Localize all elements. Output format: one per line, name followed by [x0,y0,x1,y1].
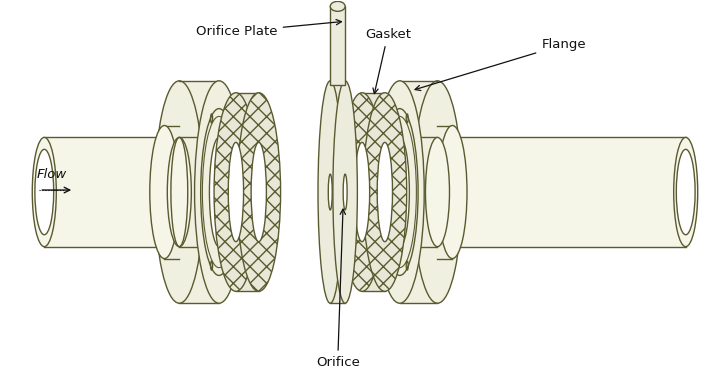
Ellipse shape [214,93,258,291]
Ellipse shape [32,138,56,247]
Bar [362,93,385,291]
Bar [44,138,179,247]
Bar [400,81,438,303]
Bar [438,138,686,247]
Ellipse shape [392,114,393,123]
Ellipse shape [355,142,370,242]
Ellipse shape [318,81,342,303]
Ellipse shape [425,138,449,247]
Ellipse shape [363,93,407,291]
Ellipse shape [673,138,697,247]
Ellipse shape [194,81,243,303]
Ellipse shape [155,81,204,303]
Bar [331,81,345,303]
Ellipse shape [229,142,244,242]
Bar [165,125,179,259]
Bar [179,81,219,303]
Ellipse shape [328,174,332,210]
Text: Gasket: Gasket [365,28,411,94]
Ellipse shape [392,261,393,270]
Ellipse shape [35,149,54,235]
Ellipse shape [167,138,191,247]
Ellipse shape [237,93,280,291]
Ellipse shape [210,261,213,270]
Ellipse shape [226,114,227,123]
Ellipse shape [340,93,384,291]
Ellipse shape [251,142,266,242]
Ellipse shape [331,2,345,11]
Text: Orifice: Orifice [316,209,360,369]
Text: Orifice Plate: Orifice Plate [197,20,341,38]
Text: Flow: Flow [36,168,66,181]
Bar [438,125,452,259]
Ellipse shape [676,149,695,235]
Ellipse shape [333,81,357,303]
Ellipse shape [210,138,229,247]
Ellipse shape [150,125,179,259]
Ellipse shape [210,114,213,123]
Ellipse shape [390,138,409,247]
Ellipse shape [438,125,467,259]
Text: Flange: Flange [415,38,586,91]
Ellipse shape [343,174,347,210]
Ellipse shape [406,261,408,270]
Bar [331,6,345,85]
Ellipse shape [377,142,392,242]
Ellipse shape [406,114,408,123]
Bar [236,93,258,291]
Ellipse shape [375,81,424,303]
Ellipse shape [413,81,462,303]
Ellipse shape [226,261,227,270]
